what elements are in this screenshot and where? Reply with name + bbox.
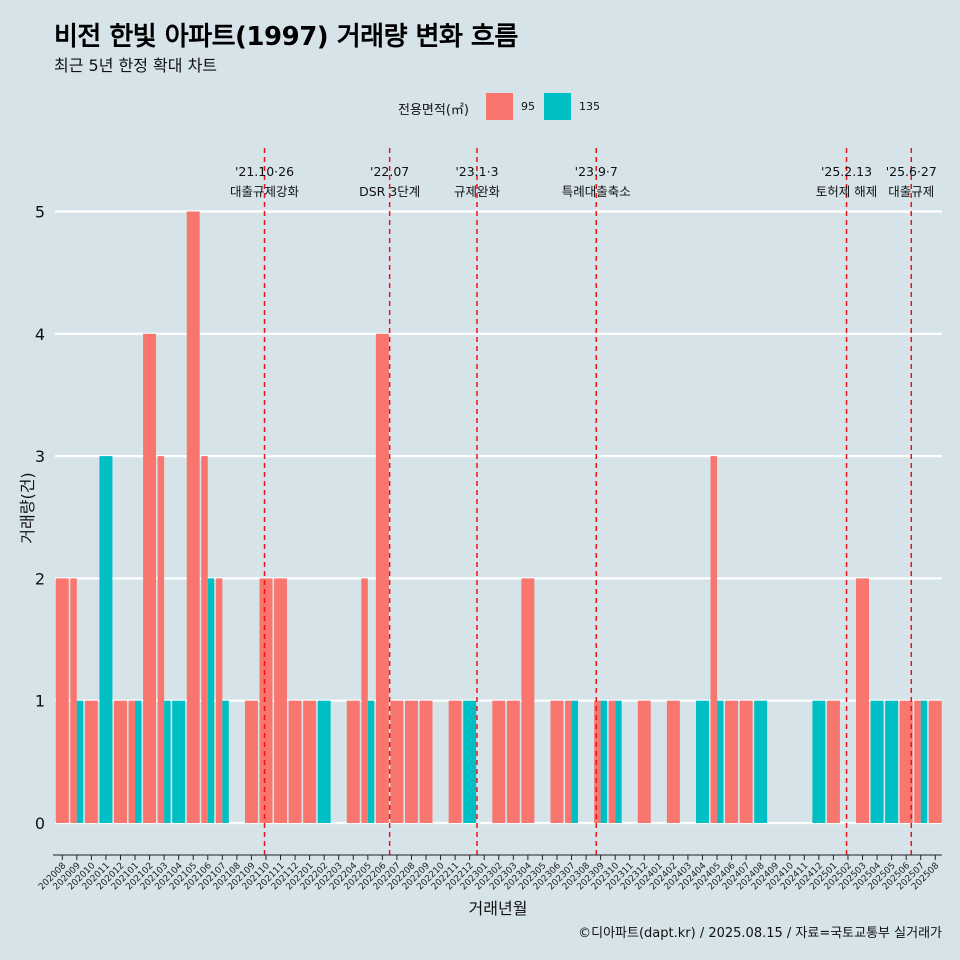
bar-95-202407	[739, 700, 753, 823]
legend-swatch-135	[544, 93, 571, 120]
bar-95-202506	[899, 700, 913, 823]
bar-95-202302	[492, 700, 506, 823]
event-date-4: '25.2.13	[821, 164, 872, 179]
bar-95-202107	[215, 578, 223, 823]
bar-95-202312	[637, 700, 651, 823]
bar-95-202109	[244, 700, 258, 823]
bar-95-202105	[186, 211, 200, 823]
y-tick-label-0: 0	[35, 814, 45, 833]
bar-135-202107	[222, 700, 229, 823]
bar-95-202102	[143, 333, 157, 823]
bar-95-202111	[274, 578, 287, 823]
bar-95-202110	[259, 578, 273, 823]
bar-95-202101	[128, 700, 136, 823]
bar-95-202501	[826, 700, 840, 823]
y-tick-label-2: 2	[35, 569, 45, 588]
event-date-1: '22.07	[370, 164, 409, 179]
bar-95-202310	[608, 700, 616, 823]
event-label-3: 특례대출축소	[562, 184, 631, 199]
bar-95-202406	[725, 700, 739, 823]
bar-95-202204	[346, 700, 360, 823]
event-label-4: 토허제 해제	[816, 184, 877, 199]
bar-95-202201	[303, 700, 317, 823]
bar-95-202208	[405, 700, 418, 823]
bar-135-202507	[920, 700, 928, 823]
bar-95-202206	[375, 333, 389, 823]
bar-95-202010	[84, 700, 98, 823]
bar-95-202307	[565, 700, 572, 823]
bar-135-202408	[754, 700, 768, 823]
bar-135-202309	[600, 700, 608, 823]
bar-95-202306	[550, 700, 564, 823]
bar-95-202405	[710, 456, 718, 823]
bar-95-202008	[55, 578, 69, 823]
bar-135-202106	[207, 578, 215, 823]
bar-95-202508	[928, 700, 942, 823]
y-tick-label-5: 5	[35, 203, 45, 222]
legend-title: 전용면적(㎡)	[398, 103, 469, 118]
bar-95-202205	[361, 578, 368, 823]
bar-95-202009	[70, 578, 77, 823]
bars	[55, 211, 942, 823]
x-axis: 2020082020092020102020112020122021012021…	[37, 854, 942, 892]
y-tick-label-1: 1	[35, 692, 45, 711]
legend-label-135: 135	[579, 100, 600, 113]
event-date-0: '21.10·26	[235, 164, 294, 179]
event-date-3: '23.9·7	[575, 164, 618, 179]
bar-95-202304	[521, 578, 535, 823]
bar-135-202212	[463, 700, 477, 823]
bar-95-202503	[856, 578, 869, 823]
legend-swatch-95	[486, 93, 513, 120]
y-tick-label-4: 4	[35, 325, 45, 344]
bar-95-202207	[390, 700, 404, 823]
bar-135-202405	[717, 700, 724, 823]
bar-95-202303	[506, 700, 520, 823]
bar-135-202310	[615, 700, 622, 823]
bar-95-202402	[666, 700, 680, 823]
bar-135-202404	[696, 700, 709, 823]
bar-95-202211	[448, 700, 462, 823]
y-tick-label-3: 3	[35, 447, 45, 466]
legend: 전용면적(㎡) 95 135	[0, 92, 960, 122]
event-label-5: 대출규제	[888, 184, 934, 199]
bar-135-202504	[870, 700, 884, 823]
x-axis-label: 거래년월	[469, 899, 528, 918]
bar-135-202205	[367, 700, 375, 823]
event-label-2: 규제완화	[454, 184, 501, 199]
event-label-0: 대출규제강화	[230, 184, 300, 199]
bar-135-202009	[76, 700, 84, 823]
bar-135-202505	[885, 700, 899, 823]
y-axis-label: 거래량(건)	[18, 472, 37, 543]
bar-95-202209	[419, 700, 433, 823]
event-date-2: '23.1·3	[455, 164, 498, 179]
chart-title: 비전 한빛 아파트(1997) 거래량 변화 흐름	[54, 22, 518, 52]
event-label-1: DSR 3단계	[359, 184, 420, 199]
bar-135-202101	[135, 700, 142, 823]
chart-subtitle: 최근 5년 한정 확대 차트	[54, 56, 218, 75]
bar-95-202112	[288, 700, 302, 823]
event-markers: '21.10·26 대출규제강화 '22.07 DSR 3단계 '23.1·3 규제완화 '…	[230, 148, 937, 855]
bar-135-202307	[571, 700, 578, 823]
bar-135-202412	[812, 700, 826, 823]
bar-135-202104	[172, 700, 186, 823]
event-date-5: '25.6·27	[886, 164, 937, 179]
bar-135-202103	[164, 700, 171, 823]
bar-95-202012	[114, 700, 127, 823]
bar-95-202106	[201, 456, 208, 823]
bar-95-202309	[594, 700, 601, 823]
bar-95-202103	[157, 456, 165, 823]
y-axis: 0 1 2 3 4 5	[35, 203, 45, 834]
legend-label-95: 95	[521, 100, 535, 113]
source-caption: ©디아파트(dapt.kr) / 2025.08.15 / 자료=국토교통부 실…	[578, 926, 942, 941]
bar-135-202202	[317, 700, 331, 823]
bar-135-202011	[99, 456, 113, 823]
bar-95-202507	[914, 700, 921, 823]
